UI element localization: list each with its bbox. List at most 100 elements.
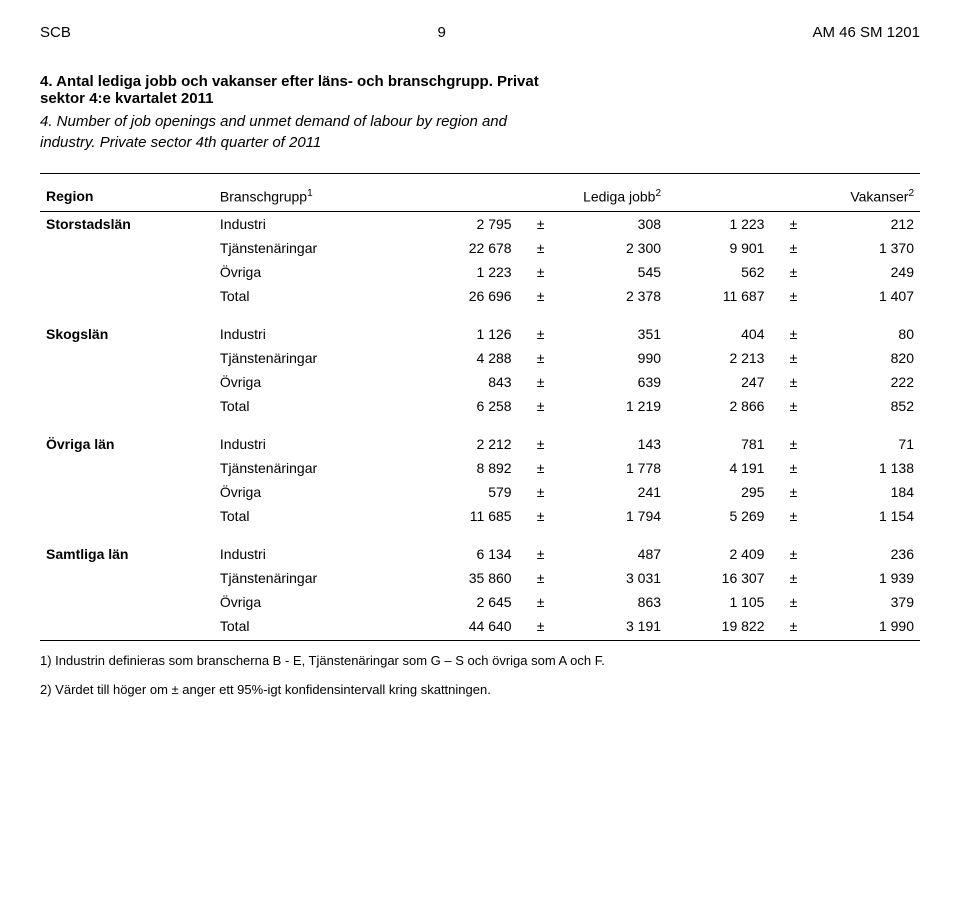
value-cell: 4 288 xyxy=(414,346,517,370)
value-cell: 404 xyxy=(667,322,770,346)
value-cell: 843 xyxy=(414,370,517,394)
branch-cell: Tjänstenäringar xyxy=(214,236,414,260)
branch-cell: Industri xyxy=(214,211,414,236)
col-lediga: Lediga jobb2 xyxy=(414,182,667,211)
plusminus-cell: ± xyxy=(518,480,564,504)
value-cell: 26 696 xyxy=(414,284,517,322)
region-cell xyxy=(40,566,214,590)
region-cell xyxy=(40,480,214,504)
plusminus-cell: ± xyxy=(518,590,564,614)
title-en-line2: industry. Private sector 4th quarter of … xyxy=(40,134,321,151)
error-cell: 249 xyxy=(816,260,920,284)
error-cell: 2 378 xyxy=(564,284,667,322)
col-vakanser: Vakanser2 xyxy=(667,182,920,211)
table-row: Tjänstenäringar35 860±3 03116 307±1 939 xyxy=(40,566,920,590)
plusminus-cell: ± xyxy=(518,346,564,370)
branch-cell: Industri xyxy=(214,432,414,456)
title-sv-line2: sektor 4:e kvartalet 2011 xyxy=(40,90,213,107)
region-cell xyxy=(40,614,214,641)
error-cell: 308 xyxy=(564,211,667,236)
region-cell: Samtliga län xyxy=(40,542,214,566)
error-cell: 2 300 xyxy=(564,236,667,260)
value-cell: 6 134 xyxy=(414,542,517,566)
value-cell: 295 xyxy=(667,480,770,504)
error-cell: 1 154 xyxy=(816,504,920,542)
error-cell: 1 407 xyxy=(816,284,920,322)
plusminus-cell: ± xyxy=(770,542,816,566)
page-header: SCB 9 AM 46 SM 1201 xyxy=(40,24,920,41)
region-cell: Övriga län xyxy=(40,432,214,456)
branch-cell: Industri xyxy=(214,322,414,346)
data-table: Region Branschgrupp1 Lediga jobb2 Vakans… xyxy=(40,173,920,641)
plusminus-cell: ± xyxy=(518,456,564,480)
plusminus-cell: ± xyxy=(518,370,564,394)
branch-cell: Total xyxy=(214,614,414,641)
error-cell: 487 xyxy=(564,542,667,566)
table-row: Övriga2 645±8631 105±379 xyxy=(40,590,920,614)
branch-cell: Övriga xyxy=(214,480,414,504)
footnote-1: 1) Industrin definieras som branscherna … xyxy=(40,651,920,671)
title-english: 4. Number of job openings and unmet dema… xyxy=(40,111,920,153)
plusminus-cell: ± xyxy=(518,211,564,236)
value-cell: 1 223 xyxy=(414,260,517,284)
branch-cell: Tjänstenäringar xyxy=(214,456,414,480)
region-cell xyxy=(40,284,214,322)
plusminus-cell: ± xyxy=(518,322,564,346)
region-cell xyxy=(40,236,214,260)
plusminus-cell: ± xyxy=(770,566,816,590)
plusminus-cell: ± xyxy=(518,432,564,456)
error-cell: 80 xyxy=(816,322,920,346)
plusminus-cell: ± xyxy=(770,322,816,346)
table-row: Total11 685±1 7945 269±1 154 xyxy=(40,504,920,542)
plusminus-cell: ± xyxy=(770,346,816,370)
table-row: Tjänstenäringar22 678±2 3009 901±1 370 xyxy=(40,236,920,260)
plusminus-cell: ± xyxy=(770,614,816,641)
branch-cell: Övriga xyxy=(214,260,414,284)
value-cell: 35 860 xyxy=(414,566,517,590)
error-cell: 1 138 xyxy=(816,456,920,480)
value-cell: 247 xyxy=(667,370,770,394)
value-cell: 22 678 xyxy=(414,236,517,260)
plusminus-cell: ± xyxy=(770,590,816,614)
region-cell xyxy=(40,260,214,284)
branch-cell: Övriga xyxy=(214,590,414,614)
region-cell xyxy=(40,590,214,614)
branch-cell: Industri xyxy=(214,542,414,566)
plusminus-cell: ± xyxy=(770,284,816,322)
value-cell: 6 258 xyxy=(414,394,517,432)
region-cell: Storstadslän xyxy=(40,211,214,236)
error-cell: 184 xyxy=(816,480,920,504)
error-cell: 990 xyxy=(564,346,667,370)
plusminus-cell: ± xyxy=(770,456,816,480)
plusminus-cell: ± xyxy=(770,260,816,284)
value-cell: 5 269 xyxy=(667,504,770,542)
value-cell: 781 xyxy=(667,432,770,456)
table-row: StorstadslänIndustri2 795±3081 223±212 xyxy=(40,211,920,236)
error-cell: 820 xyxy=(816,346,920,370)
table-row: Tjänstenäringar8 892±1 7784 191±1 138 xyxy=(40,456,920,480)
value-cell: 2 213 xyxy=(667,346,770,370)
region-cell xyxy=(40,504,214,542)
error-cell: 863 xyxy=(564,590,667,614)
region-cell xyxy=(40,346,214,370)
region-cell xyxy=(40,370,214,394)
error-cell: 236 xyxy=(816,542,920,566)
error-cell: 852 xyxy=(816,394,920,432)
value-cell: 562 xyxy=(667,260,770,284)
col-region: Region xyxy=(40,182,214,211)
error-cell: 1 990 xyxy=(816,614,920,641)
plusminus-cell: ± xyxy=(518,614,564,641)
value-cell: 11 687 xyxy=(667,284,770,322)
error-cell: 143 xyxy=(564,432,667,456)
value-cell: 1 223 xyxy=(667,211,770,236)
error-cell: 351 xyxy=(564,322,667,346)
plusminus-cell: ± xyxy=(518,542,564,566)
table-row: Övriga1 223±545562±249 xyxy=(40,260,920,284)
plusminus-cell: ± xyxy=(770,432,816,456)
plusminus-cell: ± xyxy=(770,236,816,260)
value-cell: 2 645 xyxy=(414,590,517,614)
error-cell: 241 xyxy=(564,480,667,504)
header-center: 9 xyxy=(437,24,445,41)
error-cell: 1 370 xyxy=(816,236,920,260)
value-cell: 579 xyxy=(414,480,517,504)
